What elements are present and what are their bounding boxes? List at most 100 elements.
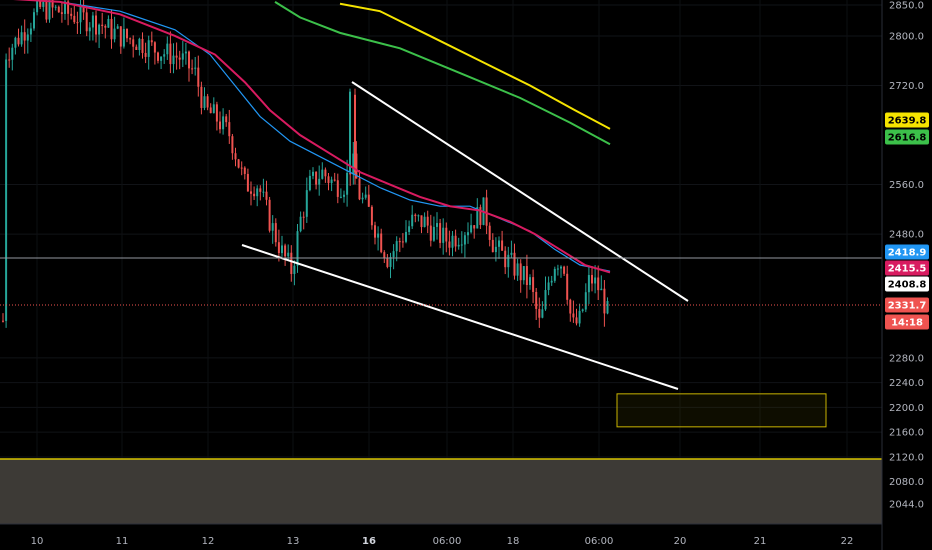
candle-body (494, 246, 497, 253)
candle-body (361, 197, 364, 200)
candle-body (284, 245, 287, 257)
price-tick-label: 2800.0 (889, 31, 924, 42)
candle-body (529, 277, 531, 285)
candle-body (188, 51, 190, 69)
candle-body (467, 232, 469, 236)
candle-body (504, 250, 507, 268)
candle-body (327, 176, 330, 184)
time-axis[interactable]: 10 11 12 13 16 06:00 18 06:00 20 21 22 (31, 536, 854, 547)
candle-body (470, 225, 473, 233)
candle-body (553, 268, 556, 281)
candle-body (349, 91, 351, 173)
candle-body (290, 252, 293, 274)
candle-body (355, 153, 358, 179)
time-tick-label: 16 (362, 536, 376, 547)
candle-body (181, 53, 184, 60)
candle-body (160, 56, 163, 61)
price-badges: 2639.8 2616.8 2418.9 2415.5 2408.8 2331.7 14:1… (885, 112, 929, 330)
candle-body (522, 266, 525, 281)
candle-body (240, 167, 243, 169)
candle-body (60, 12, 63, 14)
time-tick-label: 13 (287, 536, 300, 547)
candle-body (414, 214, 417, 217)
candle-body (259, 188, 262, 192)
ma-green-line (274, 1, 611, 146)
candle-body (510, 252, 513, 255)
price-axis[interactable]: 2850.0 2800.0 2720.0 2560.0 2480.0 2280.0 2240… (889, 1, 924, 511)
candle-body (377, 233, 380, 238)
candle-body (166, 43, 169, 55)
candle-body (308, 175, 311, 191)
candle-body (386, 258, 389, 267)
ma-red-line (13, 0, 611, 274)
candle-body (584, 292, 587, 310)
candle-body (429, 225, 432, 241)
candle-body (175, 55, 178, 58)
candle-body (36, 0, 39, 13)
candle-body (82, 5, 85, 13)
candle-body (215, 104, 218, 122)
candle-body (457, 244, 460, 247)
candle-body (569, 299, 572, 314)
price-tick-label: 2720.0 (889, 81, 924, 92)
candle-body (169, 43, 172, 65)
candle-body (507, 254, 510, 268)
candle-body (113, 28, 116, 40)
candle-body (448, 241, 451, 248)
candle-body (237, 159, 240, 168)
candle-body (392, 251, 395, 258)
candle-body (333, 179, 336, 181)
candle-body (408, 226, 411, 232)
price-badge-label: 2639.8 (888, 116, 927, 127)
candle-body (417, 215, 420, 217)
candle-body (463, 235, 466, 245)
price-badge-label: 2616.8 (888, 133, 927, 144)
candle-body (516, 263, 519, 276)
candle-body (550, 280, 553, 283)
candle-body (79, 5, 82, 23)
candle-body (225, 116, 228, 123)
candle-body (122, 28, 125, 47)
candle-body (107, 18, 110, 28)
candle-body (26, 34, 29, 41)
candle-body (262, 191, 265, 193)
candle-body (150, 40, 153, 43)
candle-body (116, 26, 119, 29)
candle-body (14, 37, 17, 48)
time-tick-label: 18 (507, 536, 520, 547)
candle-body (501, 240, 504, 251)
candle-body (364, 194, 367, 198)
candle-body (479, 207, 482, 225)
time-tick-label: 20 (674, 536, 687, 547)
candle-body (268, 199, 271, 231)
candle-body (88, 27, 91, 32)
candle-body (563, 266, 566, 274)
candle-body (445, 227, 448, 242)
candle-body (110, 18, 113, 40)
candle-body (460, 244, 463, 246)
candle-body (519, 263, 522, 281)
candle-body (85, 12, 88, 32)
candle-body (513, 252, 516, 276)
candle-body (398, 241, 401, 243)
candle-body (432, 226, 435, 241)
candle-body (581, 309, 584, 311)
candle-body (293, 265, 296, 274)
candle-body (575, 317, 578, 324)
candle-body (600, 288, 603, 291)
candle-body (541, 309, 544, 318)
candle-body (423, 216, 426, 228)
candle-body (296, 231, 299, 266)
candle-body (203, 96, 206, 108)
candle-body (454, 235, 457, 247)
candle-body (209, 107, 212, 114)
candles (2, 0, 609, 328)
candle-body (488, 225, 491, 240)
candle-body (141, 38, 144, 53)
candle-body (178, 57, 181, 60)
candle-body (39, 0, 42, 7)
candle-body (451, 235, 454, 248)
candle-body (57, 6, 60, 13)
price-badge-label: 14:18 (891, 318, 923, 329)
